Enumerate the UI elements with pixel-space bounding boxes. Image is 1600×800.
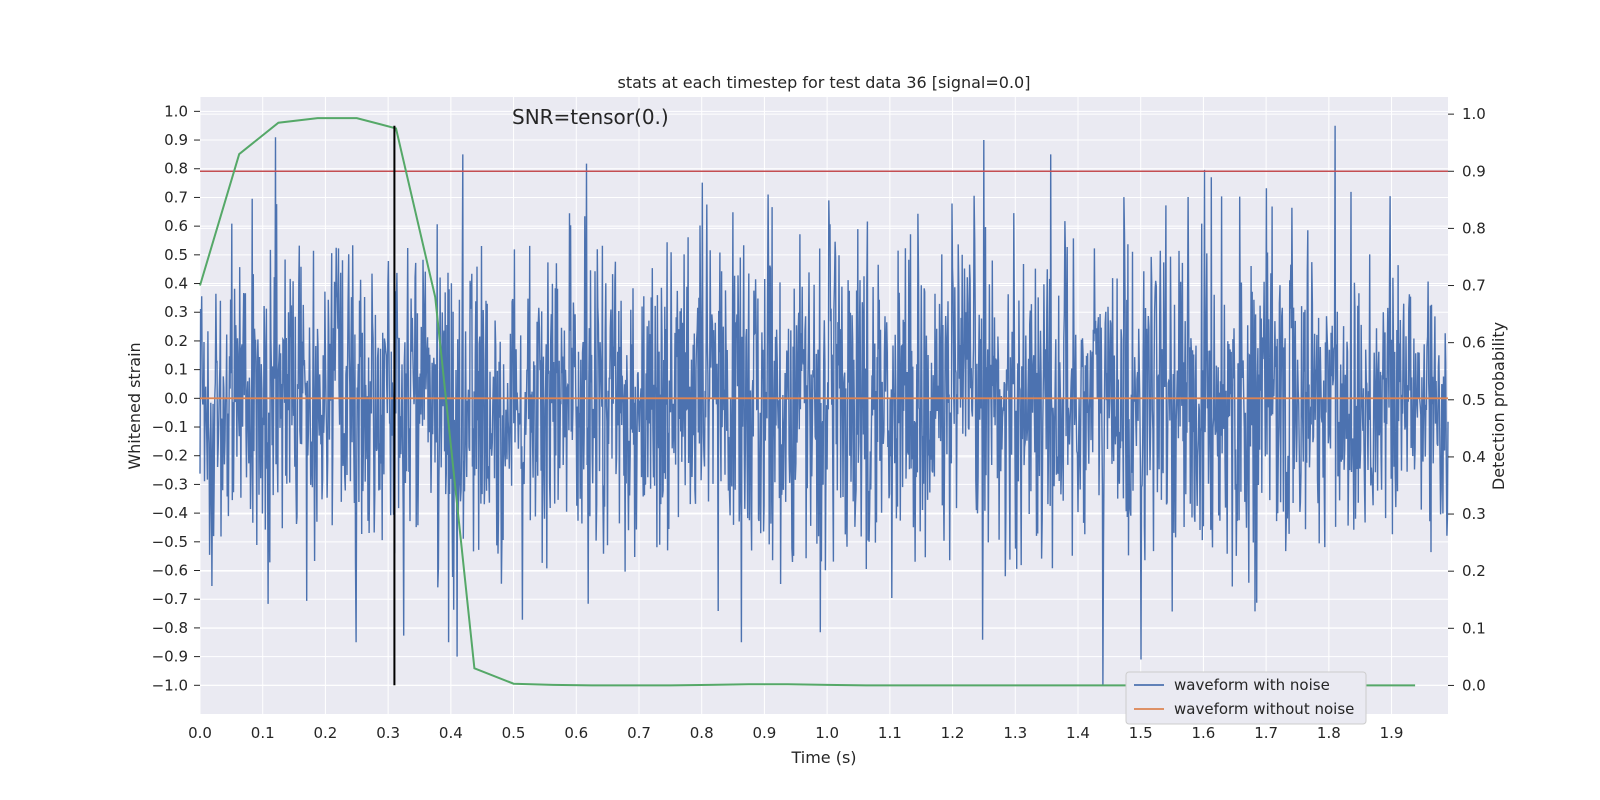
y-tick-label: −0.7 [152,590,188,608]
y2-tick-label: 0.9 [1462,162,1486,180]
y-tick-label: 0.5 [164,246,188,264]
y-tick-label: 0.7 [164,188,188,206]
x-axis-label: Time (s) [790,748,856,767]
y2-tick-label: 0.7 [1462,277,1486,295]
snr-annotation: SNR=tensor(0.) [512,105,669,129]
x-tick-label: 0.9 [752,724,776,742]
x-tick-label: 1.3 [1003,724,1027,742]
x-tick-label: 0.3 [376,724,400,742]
y2-tick-label: 0.5 [1462,391,1486,409]
y-tick-label: −0.2 [152,447,188,465]
x-tick-label: 1.7 [1254,724,1278,742]
x-tick-label: 0.1 [251,724,275,742]
legend-box [1125,671,1367,725]
series-waveform-with-noise [199,125,1449,686]
x-tick-label: 1.9 [1380,724,1404,742]
y-tick-label: −0.4 [152,504,188,522]
y-tick-label: 0.1 [164,361,188,379]
y2-axis-label: Detection probability [1489,322,1508,490]
y-tick-label: 0.2 [164,332,188,350]
y2-tick-label: 0.0 [1462,676,1486,694]
x-axis-ticks: 0.0 0.1 0.2 0.3 0.4 0.5 0.6 0.7 0.8 0.9 1.0 1.1 1.2 1… [188,724,1403,742]
x-tick-label: 1.1 [878,724,902,742]
y-tick-label: 0.9 [164,131,188,149]
x-tick-label: 0.4 [439,724,463,742]
y-tick-label: 0.3 [164,303,188,321]
x-tick-label: 0.2 [313,724,337,742]
y-tick-label: −0.8 [152,619,188,637]
x-tick-label: 0.7 [627,724,651,742]
legend-label-clean: waveform without noise [1174,700,1354,718]
y-tick-label: −1.0 [152,676,188,694]
y-tick-label: 0.6 [164,217,188,235]
y2-axis-ticks: 0.0 0.1 0.2 0.3 0.4 0.5 0.6 0.7 0.8 0.9 1.0 [1448,105,1486,694]
y-tick-label: 0.0 [164,389,188,407]
x-tick-label: 0.8 [690,724,714,742]
y2-tick-label: 0.4 [1462,448,1486,466]
y-tick-label: −0.1 [152,418,188,436]
y2-tick-label: 0.6 [1462,334,1486,352]
x-tick-label: 1.0 [815,724,839,742]
y-tick-label: 0.4 [164,275,188,293]
x-tick-label: 1.5 [1129,724,1153,742]
y2-tick-label: 0.3 [1462,505,1486,523]
y-tick-label: 1.0 [164,102,188,120]
x-tick-label: 1.6 [1191,724,1215,742]
y2-tick-label: 0.1 [1462,619,1486,637]
x-tick-label: 1.2 [941,724,965,742]
x-tick-label: 1.4 [1066,724,1090,742]
y-tick-label: 0.8 [164,160,188,178]
legend: waveform with noise waveform without noi… [1125,671,1367,725]
y2-tick-label: 1.0 [1462,105,1486,123]
x-tick-label: 0.5 [502,724,526,742]
legend-label-noise: waveform with noise [1174,676,1330,694]
x-tick-label: 1.8 [1317,724,1341,742]
x-tick-label: 0.6 [564,724,588,742]
y2-tick-label: 0.2 [1462,562,1486,580]
y2-tick-label: 0.8 [1462,219,1486,237]
y-tick-label: −0.6 [152,562,188,580]
y-axis-ticks: −1.0 −0.9 −0.8 −0.7 −0.6 −0.5 −0.4 −0.3 −0.2 −0.1… [152,102,200,694]
y-tick-label: −0.9 [152,648,188,666]
y-axis-label: Whitened strain [125,342,144,469]
y-tick-label: −0.3 [152,475,188,493]
y-tick-label: −0.5 [152,533,188,551]
x-tick-label: 0.0 [188,724,212,742]
chart-title: stats at each timestep for test data 36 … [618,73,1031,92]
